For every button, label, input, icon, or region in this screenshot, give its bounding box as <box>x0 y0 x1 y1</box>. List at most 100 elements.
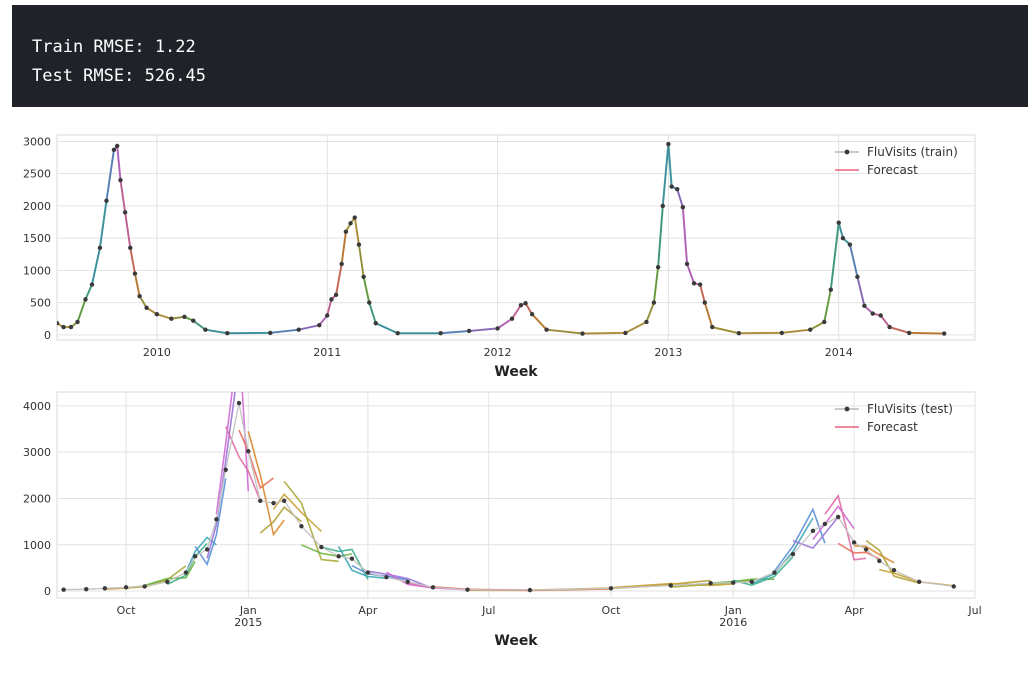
actual-point <box>191 318 196 323</box>
x-tick-label: Jan <box>239 604 257 617</box>
forecast-segment <box>171 315 185 320</box>
actual-point <box>102 586 108 591</box>
actual-point <box>365 570 371 575</box>
forecast-segment <box>667 143 673 187</box>
forecast-segment <box>119 179 127 213</box>
forecast-line <box>367 570 434 590</box>
actual-point <box>203 327 208 332</box>
forecast-segment <box>469 327 498 332</box>
x-tick-label: Jul <box>967 604 981 617</box>
actual-point <box>878 313 883 318</box>
forecast-segment <box>326 299 333 316</box>
plot-area <box>56 134 976 341</box>
forecast-line <box>812 505 855 540</box>
forecast-segment <box>116 145 122 181</box>
forecast-segment <box>133 273 141 297</box>
forecast-line <box>824 493 867 561</box>
y-tick-label: 0 <box>44 329 51 342</box>
actual-point <box>710 324 715 330</box>
legend-label-actual: FluVisits (test) <box>867 402 953 416</box>
plot-layer <box>57 141 947 336</box>
actual-point <box>523 301 528 306</box>
forecast-segment <box>205 328 228 335</box>
actual-point <box>356 242 362 247</box>
actual-point <box>862 303 867 309</box>
forecast-segment <box>340 231 347 265</box>
actual-point <box>339 261 344 267</box>
y-tick-label: 2000 <box>23 492 51 505</box>
forecast-line <box>238 429 274 490</box>
actual-point <box>779 330 784 336</box>
forecast-line <box>792 516 839 550</box>
actual-point <box>83 297 88 302</box>
actual-point <box>623 330 628 336</box>
actual-point <box>544 327 549 332</box>
actual-point <box>466 328 472 334</box>
actual-point <box>828 287 833 292</box>
actual-point <box>268 330 273 336</box>
actual-point <box>697 282 703 287</box>
forecast-line <box>194 478 227 567</box>
actual-point <box>271 500 276 506</box>
actual-point <box>169 316 174 321</box>
cell-output-block: Train RMSE: 1.22 Test RMSE: 526.45 <box>12 5 1028 107</box>
forecast-segment <box>848 244 859 278</box>
actual-point <box>917 579 922 584</box>
actual-point <box>182 314 187 319</box>
actual-point <box>495 326 500 331</box>
actual-point <box>518 302 524 308</box>
actual-point <box>236 400 242 406</box>
actual-point <box>669 184 674 189</box>
forecast-segment <box>652 267 660 303</box>
actual-point <box>870 311 875 316</box>
forecast-segment <box>156 313 172 320</box>
actual-point <box>192 554 198 559</box>
actual-point <box>405 579 410 584</box>
actual-point <box>529 312 535 317</box>
actual-point <box>68 324 74 330</box>
y-tick-label: 3000 <box>23 446 51 459</box>
x-tick-label: 2013 <box>654 346 682 359</box>
train-chart: 0 500 1000 1500 2000 2500 3000 2010 2011 2012 2013… <box>23 134 976 380</box>
forecast-line <box>773 507 826 572</box>
actual-point <box>680 205 686 210</box>
forecast-segment <box>686 263 695 284</box>
actual-point <box>97 245 103 251</box>
actual-point <box>887 324 892 330</box>
forecast-segment <box>124 212 132 248</box>
forecast-segment <box>76 299 87 323</box>
actual-point <box>941 331 947 336</box>
actual-point <box>84 587 89 592</box>
forecast-segment <box>98 200 108 248</box>
forecast-segment <box>91 247 101 285</box>
actual-point <box>258 498 263 503</box>
x-tick-label: Oct <box>601 604 621 617</box>
actual-point <box>877 558 882 564</box>
x-tick-label: 2012 <box>484 346 512 359</box>
forecast-segment <box>353 217 360 245</box>
actual-point <box>333 292 339 298</box>
forecast-line <box>215 392 250 515</box>
actual-point <box>438 331 443 336</box>
actual-point <box>348 221 353 226</box>
actual-point <box>666 141 671 147</box>
plot-area <box>56 391 976 599</box>
actual-point <box>123 585 129 590</box>
legend-label-actual: FluVisits (train) <box>867 145 958 159</box>
forecast-segment <box>546 328 583 335</box>
actual-point <box>343 229 349 234</box>
actual-point <box>430 585 436 590</box>
forecast-segment <box>375 322 399 335</box>
forecast-line <box>865 539 920 584</box>
forecast-segment <box>624 321 647 334</box>
x-tick-label: 2014 <box>825 346 853 359</box>
x-tick-label: Jan <box>724 604 742 617</box>
actual-point <box>384 574 389 580</box>
actual-point <box>749 579 755 584</box>
legend: FluVisits (test) Forecast <box>835 402 953 434</box>
forecast-line <box>283 480 339 563</box>
actual-point <box>214 517 219 522</box>
forecast-segment <box>440 329 470 335</box>
actual-point <box>128 245 133 251</box>
